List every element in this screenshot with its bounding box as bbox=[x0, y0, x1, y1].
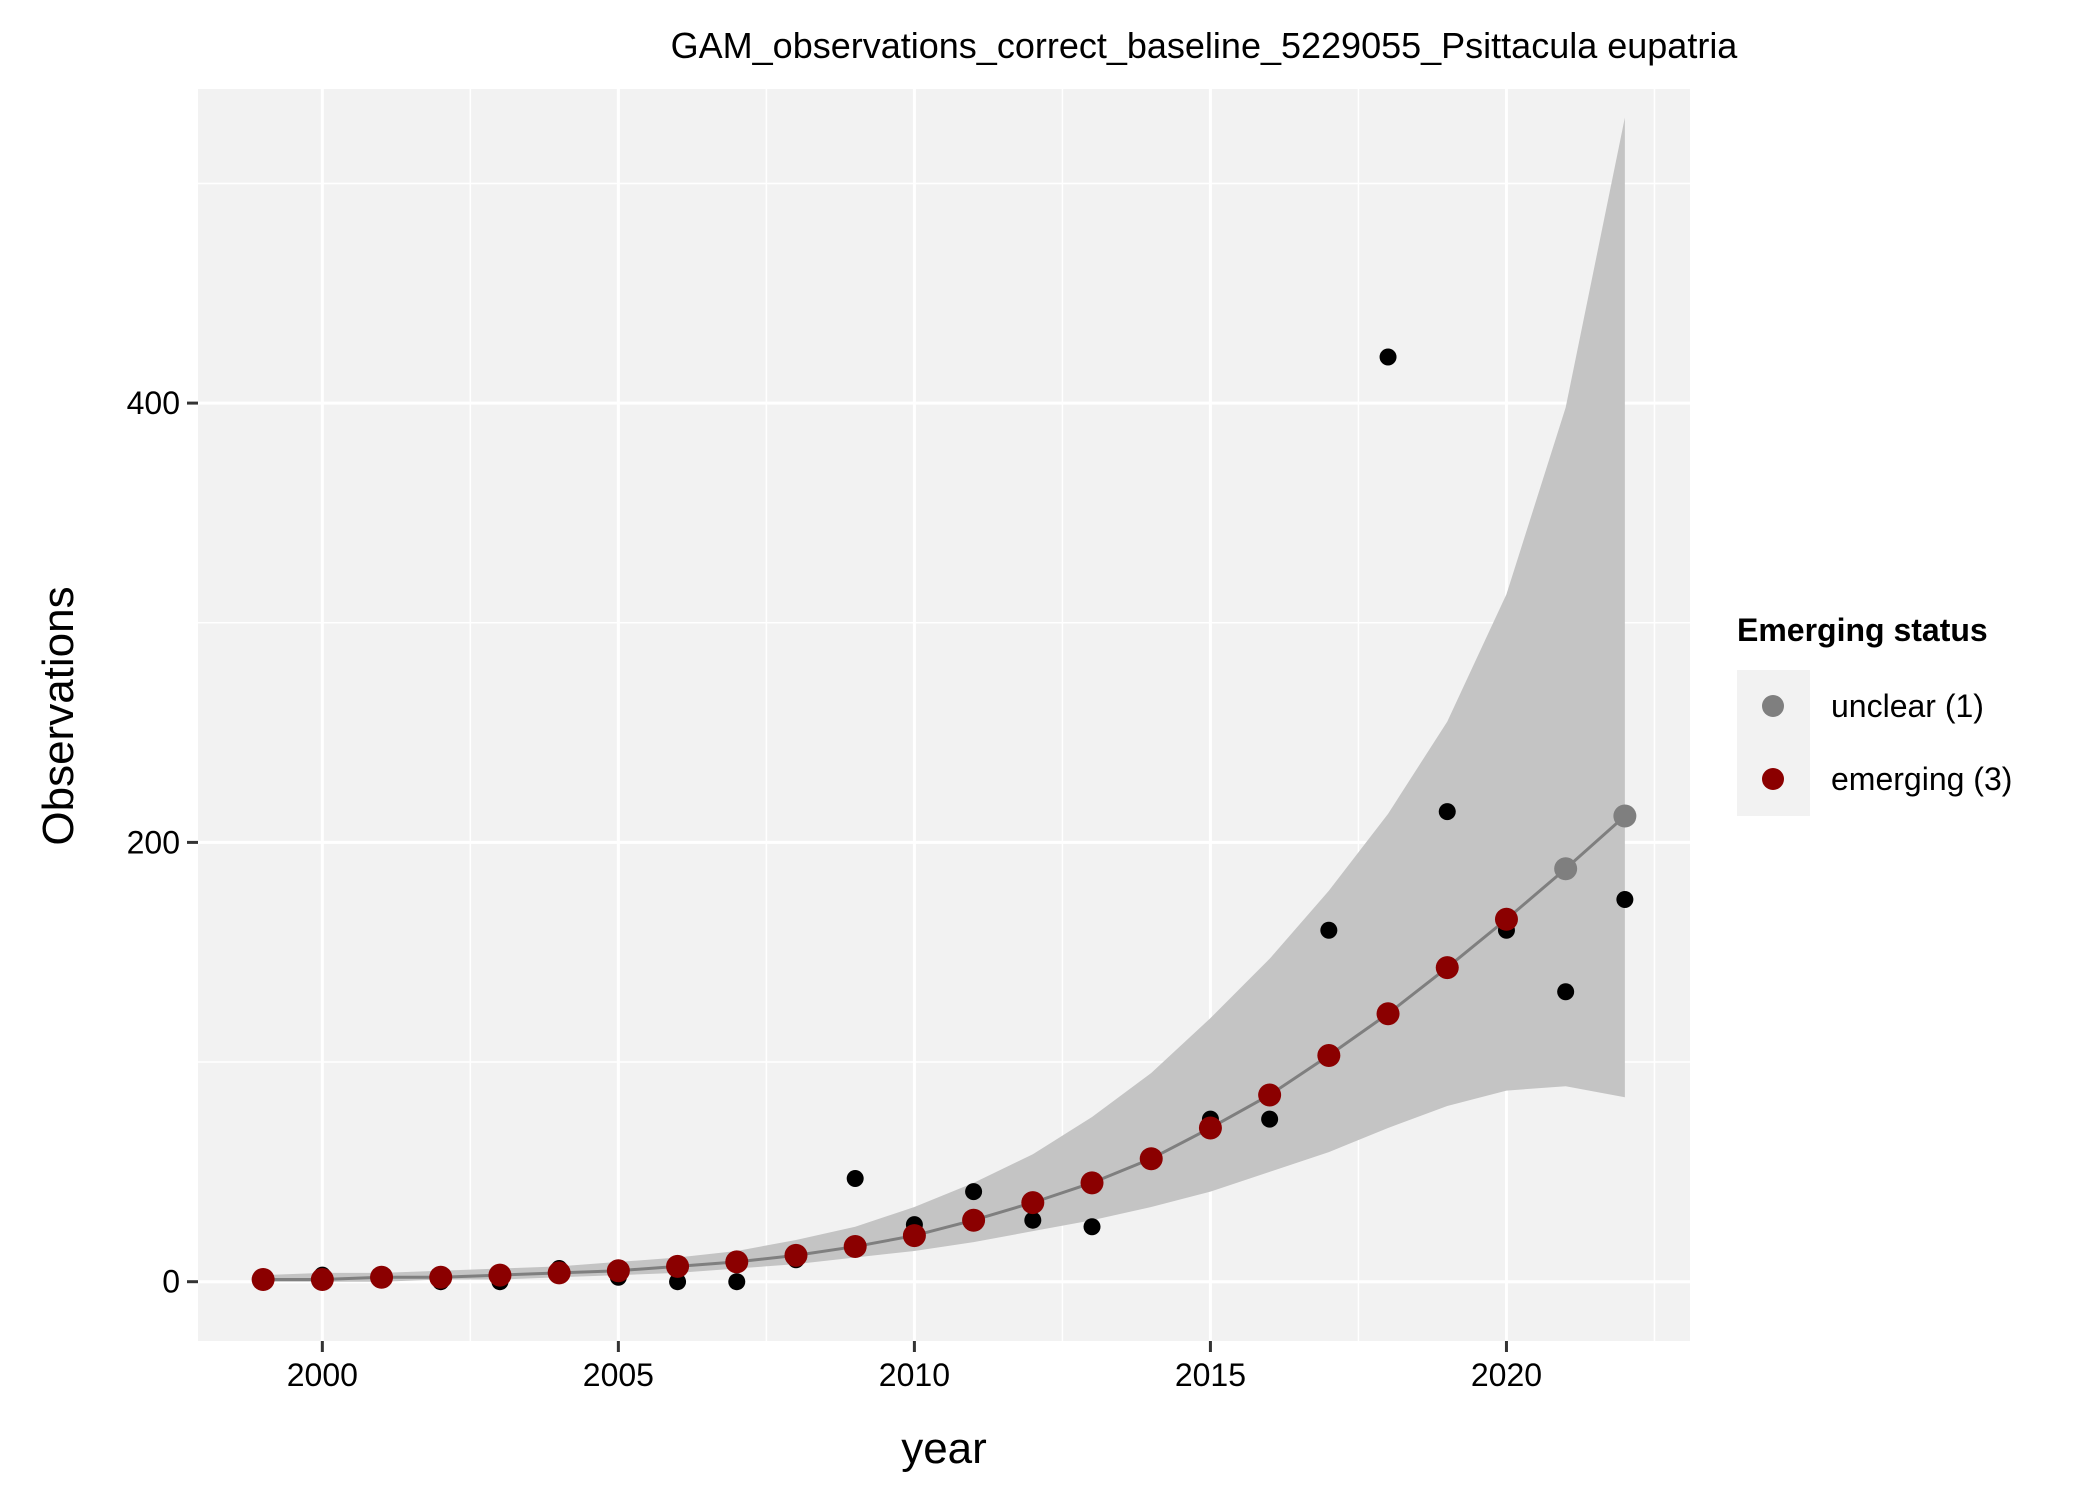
x-tick-label: 2015 bbox=[1175, 1357, 1246, 1393]
y-tick-label: 0 bbox=[162, 1264, 180, 1300]
x-tick-label: 2020 bbox=[1471, 1357, 1542, 1393]
legend-title: Emerging status bbox=[1737, 612, 1988, 648]
fitted-point bbox=[1554, 857, 1578, 881]
fitted-point bbox=[310, 1267, 334, 1291]
observed-point bbox=[669, 1273, 687, 1291]
observed-point bbox=[1616, 891, 1634, 909]
y-tick-label: 400 bbox=[127, 385, 180, 421]
chart-title: GAM_observations_correct_baseline_522905… bbox=[671, 25, 1739, 66]
fitted-point bbox=[725, 1250, 749, 1274]
fitted-point bbox=[1198, 1116, 1222, 1140]
fitted-point bbox=[1317, 1043, 1341, 1067]
observed-point bbox=[728, 1273, 746, 1291]
fitted-point bbox=[1080, 1171, 1104, 1195]
observed-point bbox=[1320, 921, 1338, 939]
fitted-point bbox=[1494, 907, 1518, 931]
legend-label-emerging: emerging (3) bbox=[1831, 761, 2012, 797]
confidence-band bbox=[263, 117, 1625, 1282]
y-axis: 0 200 400 bbox=[127, 385, 198, 1300]
y-tick-label: 200 bbox=[127, 824, 180, 860]
fitted-point bbox=[902, 1224, 926, 1248]
fitted-point bbox=[843, 1235, 867, 1259]
y-axis-title: Observations bbox=[34, 586, 83, 845]
x-axis-title: year bbox=[901, 1424, 987, 1473]
fitted-point bbox=[1258, 1083, 1282, 1107]
fitted-point bbox=[784, 1243, 808, 1267]
fitted-point bbox=[666, 1254, 690, 1278]
fitted-point bbox=[1613, 804, 1637, 828]
fitted-point bbox=[1435, 956, 1459, 980]
observed-point bbox=[965, 1183, 983, 1201]
plot-panel bbox=[198, 89, 1690, 1341]
fitted-point bbox=[488, 1263, 512, 1287]
fitted-point bbox=[1139, 1147, 1163, 1171]
x-axis: 2000 2005 2010 2015 2020 bbox=[287, 1341, 1542, 1393]
observed-point bbox=[1438, 803, 1456, 821]
fitted-point bbox=[962, 1208, 986, 1232]
x-tick-label: 2000 bbox=[287, 1357, 358, 1393]
legend-key-emerging bbox=[1762, 768, 1784, 790]
major-gridlines bbox=[198, 89, 1690, 1341]
fitted-point bbox=[429, 1265, 453, 1289]
observed-point bbox=[1261, 1110, 1279, 1128]
observed-point bbox=[1557, 983, 1575, 1001]
observed-point bbox=[1379, 348, 1397, 366]
fitted-point bbox=[1376, 1002, 1400, 1026]
x-tick-label: 2010 bbox=[879, 1357, 950, 1393]
legend-key-background bbox=[1737, 670, 1810, 816]
x-tick-label: 2005 bbox=[583, 1357, 654, 1393]
fitted-point bbox=[606, 1259, 630, 1283]
observed-point bbox=[1083, 1218, 1101, 1236]
legend: Emerging status unclear (1) emerging (3) bbox=[1737, 612, 2012, 816]
legend-label-unclear: unclear (1) bbox=[1831, 688, 1984, 724]
fitted-point bbox=[251, 1267, 275, 1291]
fitted-points bbox=[251, 804, 1637, 1291]
fitted-point bbox=[547, 1261, 571, 1285]
fitted-point bbox=[370, 1265, 394, 1289]
observed-point bbox=[846, 1169, 864, 1187]
legend-key-unclear bbox=[1762, 695, 1784, 717]
observed-point bbox=[1024, 1211, 1042, 1229]
fitted-point bbox=[1021, 1191, 1045, 1215]
